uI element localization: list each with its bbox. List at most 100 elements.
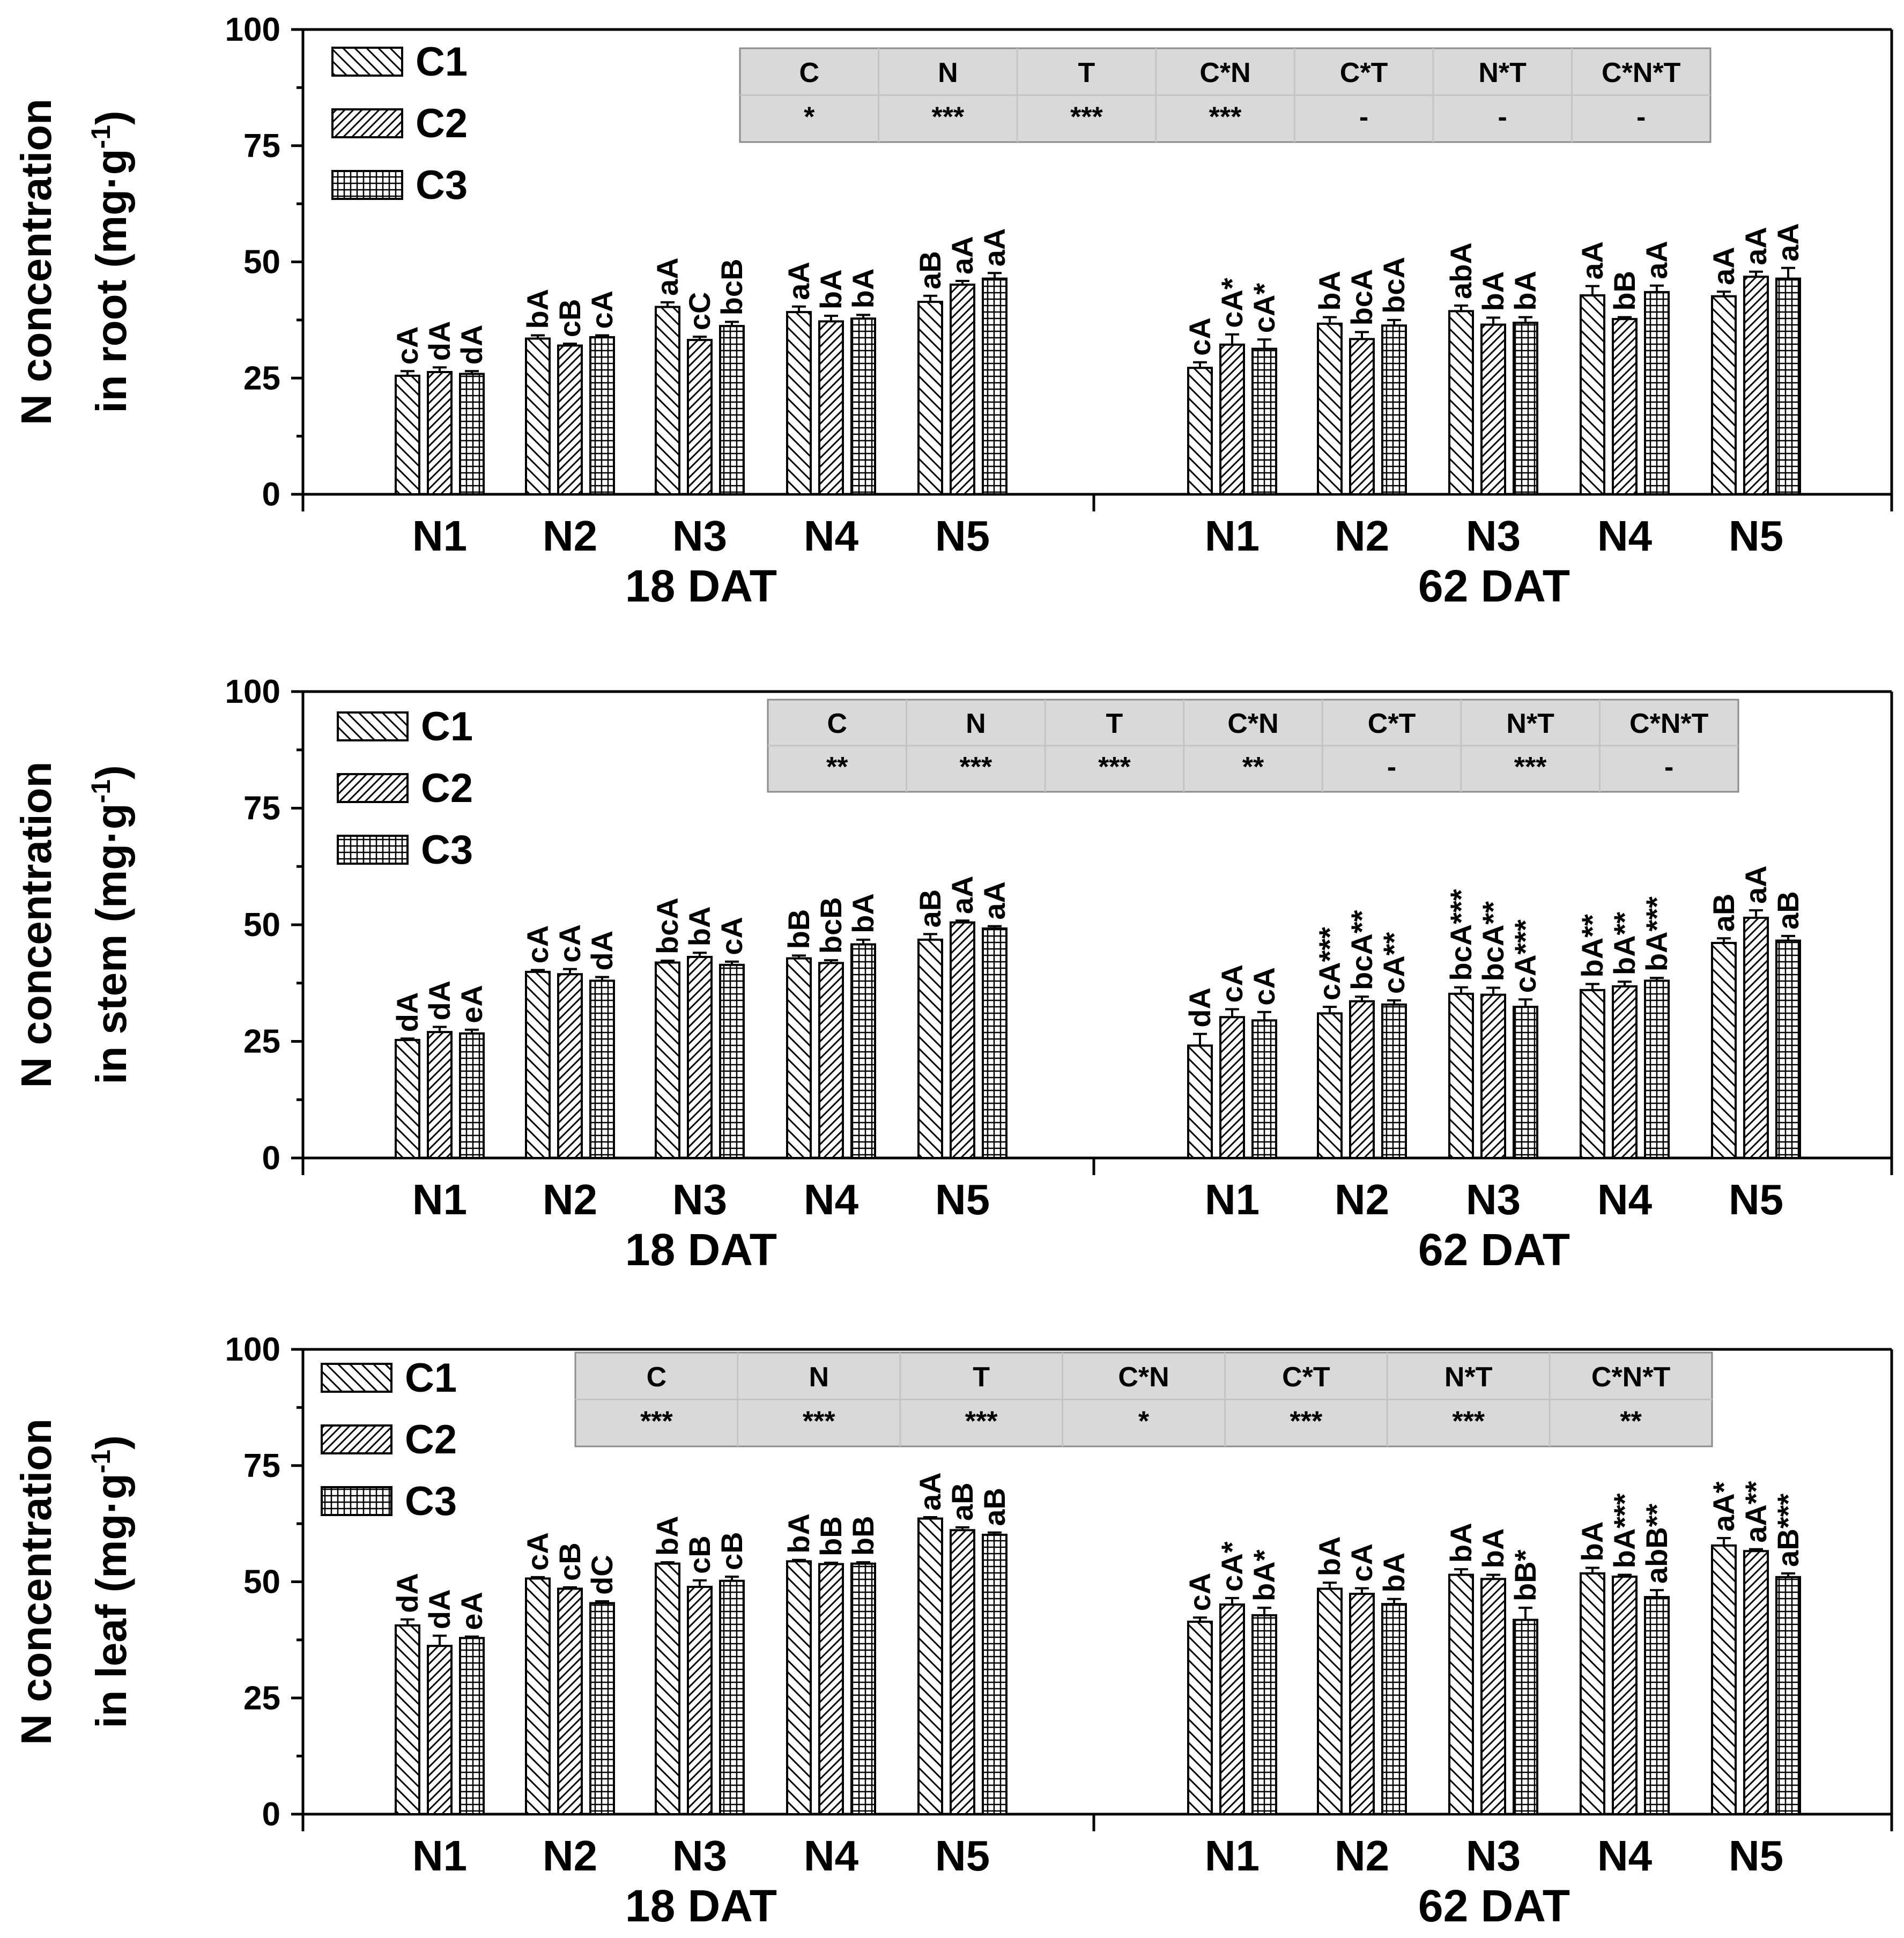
anova-value: - xyxy=(1664,752,1673,783)
y-tick-label: 50 xyxy=(243,1564,280,1601)
anova-value: *** xyxy=(1070,101,1103,132)
x-category-label: N5 xyxy=(1729,1176,1783,1223)
anova-value: ** xyxy=(826,752,848,783)
bar-C3-18DAT-N4 xyxy=(850,943,876,1160)
bar-C1-18DAT-N2 xyxy=(525,1577,551,1815)
bar-C1-62DAT-N5 xyxy=(1711,1544,1737,1816)
significance-label: dA xyxy=(390,992,424,1033)
x-category-label: N1 xyxy=(412,1832,467,1880)
bar-C1-18DAT-N5 xyxy=(917,301,943,495)
anova-header: T xyxy=(973,1362,990,1393)
bar-C3-62DAT-N5 xyxy=(1775,939,1801,1159)
significance-label: bA xyxy=(683,907,716,947)
significance-label: cA xyxy=(1215,964,1249,1003)
significance-label: dA xyxy=(390,1573,424,1613)
x-group-label: 62 DAT xyxy=(1418,561,1570,611)
bar-C2-62DAT-N3 xyxy=(1480,1578,1506,1816)
x-category-label: N4 xyxy=(804,512,859,560)
significance-label: dA xyxy=(423,1589,456,1629)
significance-label: aA xyxy=(1739,865,1773,904)
bar-C1-18DAT-N1 xyxy=(395,1038,420,1160)
x-category-label: N5 xyxy=(935,512,990,560)
significance-label: bcA** xyxy=(1345,910,1379,990)
significance-label: cA* xyxy=(1247,283,1281,333)
anova-value: *** xyxy=(931,101,964,132)
bar-C3-62DAT-N4 xyxy=(1644,979,1670,1160)
significance-label: bA xyxy=(1313,1536,1346,1577)
significance-label: bA xyxy=(846,269,880,309)
anova-header: C xyxy=(799,57,820,88)
significance-label: eA xyxy=(455,1592,488,1630)
significance-label: bcA** xyxy=(1476,901,1510,982)
bar-C1-18DAT-N4 xyxy=(786,311,812,495)
bar-C1-18DAT-N5 xyxy=(917,938,943,1159)
significance-label: dA xyxy=(423,321,456,361)
x-category-label: N2 xyxy=(1335,1832,1389,1880)
bar-C2-18DAT-N1 xyxy=(427,1031,453,1159)
panel-3: 0 25 50 75 100 N concentration in leaf (mg·g-1… xyxy=(12,1331,1893,1931)
bar-C3-62DAT-N4 xyxy=(1644,291,1670,495)
y-tick-label: 25 xyxy=(243,1680,280,1717)
anova-header: C*T xyxy=(1340,57,1388,88)
y-axis-label-text: in leaf (mg·g xyxy=(87,1473,135,1728)
bar-C3-62DAT-N1 xyxy=(1251,1614,1277,1816)
bar-C1-62DAT-N2 xyxy=(1317,1012,1343,1160)
bar-C3-18DAT-N2 xyxy=(589,979,615,1160)
bar-C2-62DAT-N5 xyxy=(1743,916,1769,1159)
x-group-label: 62 DAT xyxy=(1418,1881,1570,1931)
x-group-label: 18 DAT xyxy=(625,561,777,611)
significance-label: cA xyxy=(585,291,619,329)
anova-value: ** xyxy=(1620,1406,1642,1437)
significance-label: cA xyxy=(1247,967,1281,1006)
bar-C3-18DAT-N5 xyxy=(982,1533,1007,1816)
x-category-label: N4 xyxy=(1597,1832,1653,1880)
bar-C3-18DAT-N3 xyxy=(719,963,745,1159)
bar-C2-18DAT-N2 xyxy=(557,973,583,1159)
bar-C1-18DAT-N4 xyxy=(786,957,812,1159)
bar-C2-18DAT-N4 xyxy=(818,962,844,1159)
y-tick-label: 100 xyxy=(225,11,280,48)
bar-C2-18DAT-N3 xyxy=(687,339,713,495)
x-category-label: N2 xyxy=(543,1176,597,1223)
significance-label: cA xyxy=(1183,1573,1217,1612)
significance-label: bcA*** xyxy=(1444,889,1478,981)
x-category-label: N5 xyxy=(1729,1832,1783,1880)
significance-label: aB xyxy=(913,889,947,928)
anova-value: *** xyxy=(1290,1406,1322,1437)
significance-label: cA xyxy=(521,1532,554,1571)
significance-label: aB*** xyxy=(1771,1494,1805,1567)
significance-label: aA xyxy=(1640,241,1673,279)
significance-label: cA xyxy=(553,924,587,963)
y-axis-label-line1: N concentration xyxy=(12,1419,60,1745)
significance-label: bA xyxy=(1476,1528,1510,1569)
bar-C3-62DAT-N1 xyxy=(1251,347,1277,496)
x-category-label: N3 xyxy=(1466,512,1521,560)
x-category-label: N5 xyxy=(935,1832,990,1880)
significance-label: bA*** xyxy=(1640,896,1673,971)
significance-label: dA xyxy=(1183,987,1217,1028)
bar-C1-62DAT-N4 xyxy=(1580,1572,1605,1816)
significance-label: aA xyxy=(650,257,684,296)
bar-C1-18DAT-N1 xyxy=(395,374,420,495)
significance-label: bA** xyxy=(1575,914,1609,977)
significance-label: bA xyxy=(1313,271,1346,311)
anova-value: *** xyxy=(803,1406,835,1437)
x-category-label: N2 xyxy=(1335,512,1389,560)
bar-C2-62DAT-N1 xyxy=(1219,343,1245,495)
bar-C1-18DAT-N5 xyxy=(917,1517,943,1815)
significance-label: cA*** xyxy=(1508,919,1542,993)
bar-C1-62DAT-N3 xyxy=(1448,310,1474,495)
y-axis-label-line2: in leaf (mg·g-1) xyxy=(86,1435,135,1728)
significance-label: aA xyxy=(1707,247,1740,285)
significance-label: dC xyxy=(585,1555,619,1595)
x-category-label: N1 xyxy=(412,512,467,560)
legend-label-C3: C3 xyxy=(421,827,473,873)
significance-label: aA xyxy=(1771,223,1805,262)
x-category-label: N4 xyxy=(1597,1176,1653,1223)
y-tick-label: 25 xyxy=(243,360,280,397)
x-category-label: N3 xyxy=(1466,1832,1521,1880)
bar-C2-62DAT-N2 xyxy=(1349,1000,1375,1160)
y-tick-label: 25 xyxy=(243,1023,280,1060)
bar-C2-62DAT-N3 xyxy=(1480,323,1506,495)
